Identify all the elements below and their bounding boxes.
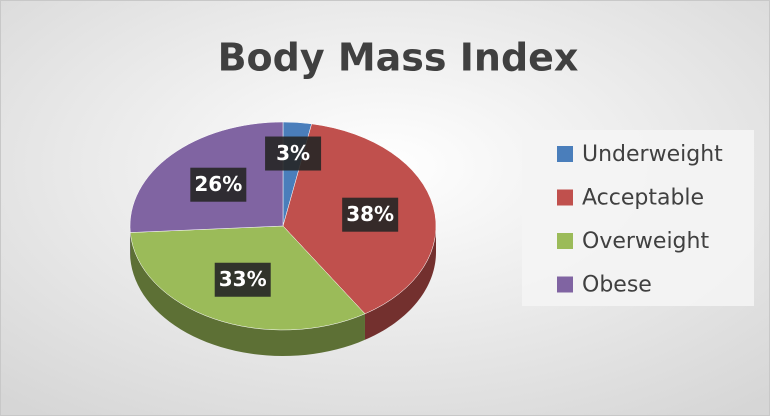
legend-swatch — [557, 189, 573, 206]
legend-label: Underweight — [582, 142, 723, 167]
legend-swatch — [557, 276, 573, 293]
legend-label: Obese — [582, 273, 652, 298]
slice-side — [130, 232, 365, 356]
chart-title: Body Mass Index — [218, 36, 579, 80]
data-label: 33% — [219, 267, 267, 291]
data-label: 3% — [276, 141, 310, 165]
data-label-box — [265, 136, 322, 171]
data-label-box — [190, 167, 247, 202]
data-label-box — [342, 197, 399, 232]
legend-label: Overweight — [582, 229, 709, 254]
legend-swatch — [557, 233, 573, 249]
data-label: 26% — [194, 172, 242, 196]
data-label-box — [214, 262, 271, 297]
legend-swatch — [557, 146, 573, 162]
slice-side — [364, 226, 436, 340]
data-label: 38% — [346, 202, 394, 226]
legend-label: Acceptable — [582, 186, 704, 211]
